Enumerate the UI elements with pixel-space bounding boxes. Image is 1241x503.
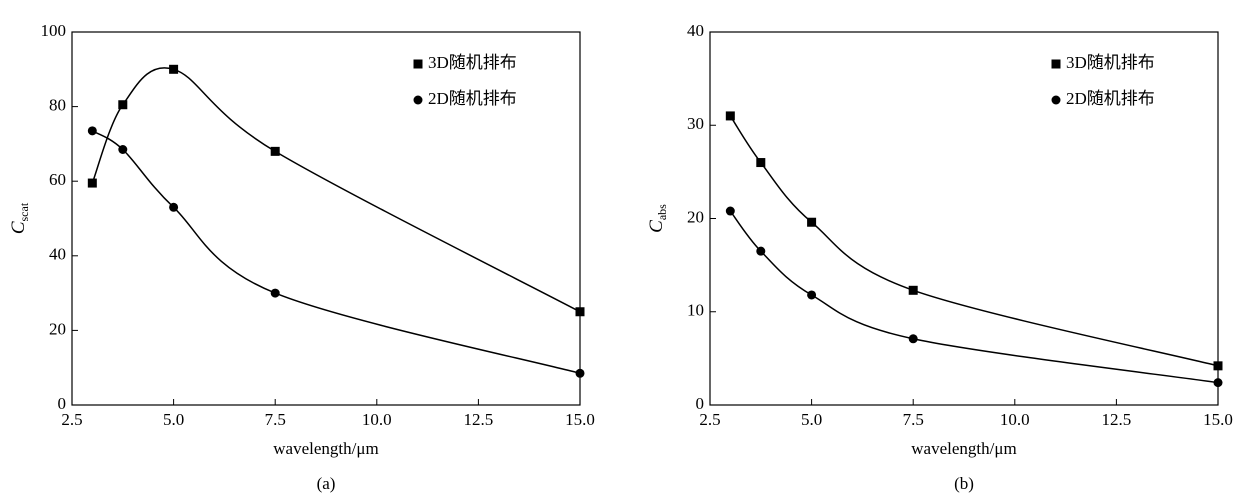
legend-label: 2D随机排布 xyxy=(1066,89,1155,108)
x-tick-label: 15.0 xyxy=(565,410,595,429)
x-tick-label: 2.5 xyxy=(699,410,720,429)
x-tick-label: 7.5 xyxy=(903,410,924,429)
marker xyxy=(756,158,766,168)
x-tick-label: 2.5 xyxy=(61,410,82,429)
x-tick-label: 15.0 xyxy=(1203,410,1233,429)
x-tick-label: 7.5 xyxy=(265,410,286,429)
marker xyxy=(756,246,766,256)
y-tick-label: 100 xyxy=(41,21,67,40)
series-line xyxy=(729,210,1219,384)
y-axis-label: Cabs xyxy=(646,204,668,233)
legend-marker xyxy=(413,59,423,69)
x-tick-label: 5.0 xyxy=(163,410,184,429)
y-tick-label: 40 xyxy=(49,245,66,264)
y-tick-label: 30 xyxy=(687,114,704,133)
marker xyxy=(169,202,179,212)
y-axis-label-main: C xyxy=(646,220,667,233)
series-line xyxy=(91,130,581,375)
y-tick-label: 20 xyxy=(49,319,66,338)
marker xyxy=(807,290,817,300)
series-line xyxy=(729,115,1219,367)
y-tick-label: 0 xyxy=(696,394,705,413)
x-axis-label: wavelength/μm xyxy=(273,439,378,458)
marker xyxy=(575,307,585,317)
legend-label: 3D随机排布 xyxy=(1066,53,1155,72)
marker xyxy=(169,64,179,74)
y-axis-label-sub: abs xyxy=(655,204,669,220)
y-tick-label: 10 xyxy=(687,301,704,320)
legend-label: 3D随机排布 xyxy=(428,53,517,72)
x-axis-label: wavelength/μm xyxy=(911,439,1016,458)
y-axis-label: Cscat xyxy=(8,202,30,234)
x-tick-label: 12.5 xyxy=(1102,410,1132,429)
marker xyxy=(87,126,97,136)
y-tick-label: 40 xyxy=(687,21,704,40)
marker xyxy=(87,178,97,188)
caption: (b) xyxy=(954,474,974,493)
y-tick-label: 0 xyxy=(58,394,67,413)
y-axis-label-main: C xyxy=(8,221,29,234)
marker xyxy=(908,334,918,344)
marker xyxy=(725,206,735,216)
caption: (a) xyxy=(317,474,336,493)
series-line xyxy=(91,67,581,313)
plot-frame xyxy=(71,31,581,406)
marker xyxy=(270,288,280,298)
marker xyxy=(270,146,280,156)
marker xyxy=(725,111,735,121)
legend-label: 2D随机排布 xyxy=(428,89,517,108)
x-tick-label: 10.0 xyxy=(1000,410,1030,429)
y-tick-label: 20 xyxy=(687,207,704,226)
marker xyxy=(807,217,817,227)
marker xyxy=(908,285,918,295)
y-tick-label: 80 xyxy=(49,96,66,115)
marker xyxy=(575,368,585,378)
legend-marker xyxy=(1051,59,1061,69)
legend-marker xyxy=(1051,95,1061,105)
marker xyxy=(118,144,128,154)
legend-marker xyxy=(413,95,423,105)
y-tick-label: 60 xyxy=(49,170,66,189)
y-axis-label-sub: scat xyxy=(17,202,31,221)
x-tick-label: 10.0 xyxy=(362,410,392,429)
marker xyxy=(1213,378,1223,388)
x-tick-label: 5.0 xyxy=(801,410,822,429)
x-tick-label: 12.5 xyxy=(464,410,494,429)
marker xyxy=(118,100,128,110)
marker xyxy=(1213,361,1223,371)
